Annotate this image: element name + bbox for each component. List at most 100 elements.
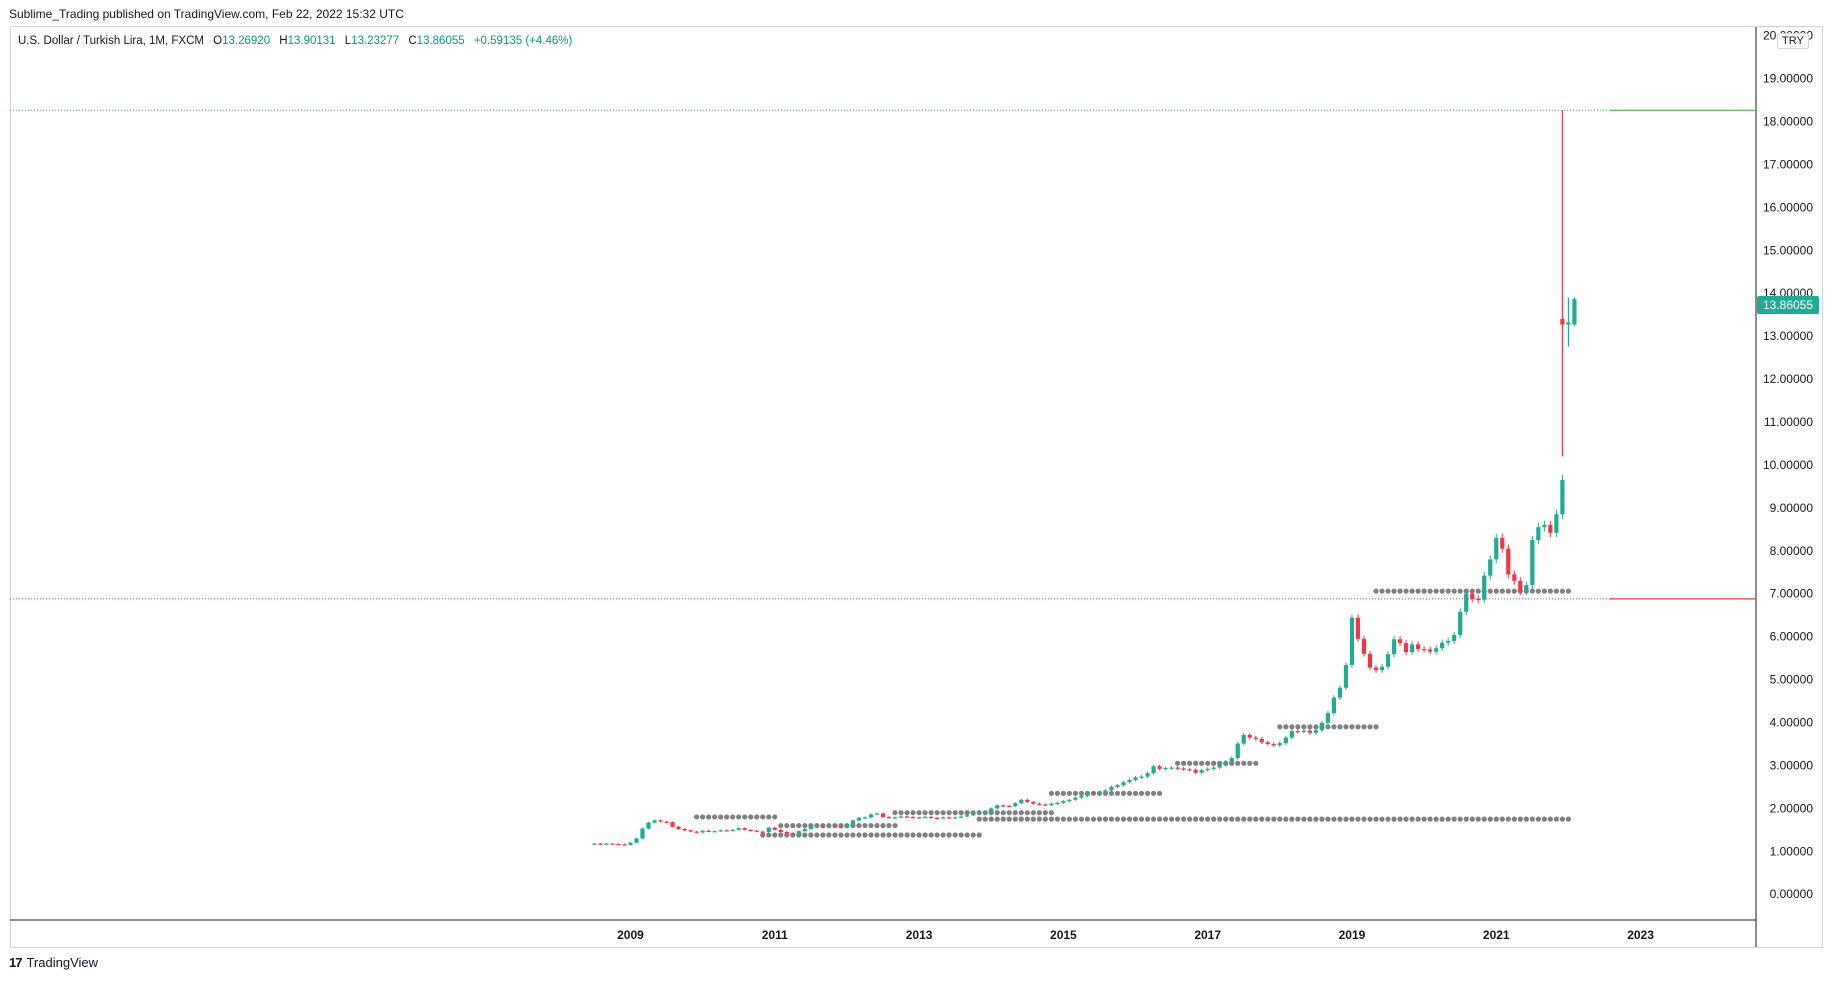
candle-body <box>1115 785 1120 787</box>
pivot-dot <box>952 810 958 816</box>
pivot-dot <box>1457 816 1463 822</box>
candle-body <box>1109 786 1114 791</box>
candle-body <box>1524 585 1529 592</box>
pivot-dot <box>964 810 970 816</box>
candle-body <box>1289 731 1294 738</box>
pivot-dot <box>784 832 790 838</box>
candle-body <box>1506 548 1511 575</box>
pivot-dot <box>1024 810 1030 816</box>
candle-body <box>682 828 687 831</box>
candle-body <box>1025 799 1030 802</box>
y-tick-label: 10.00000 <box>1763 458 1813 472</box>
pivot-dot <box>1235 760 1241 766</box>
last-price-tag: 13.86055 <box>1757 296 1819 314</box>
candle-body <box>1211 767 1216 769</box>
pivot-dot <box>1301 724 1307 730</box>
symbol-title[interactable]: U.S. Dollar / Turkish Lira, 1M, FXCM <box>18 35 204 47</box>
candle-body <box>820 826 825 828</box>
candle-body <box>1007 805 1012 807</box>
x-tick-label: 2021 <box>1483 928 1510 942</box>
pivot-dot <box>1175 760 1181 766</box>
pivot-dot <box>1126 790 1133 796</box>
pivot-dot <box>1199 760 1205 766</box>
pivot-dot <box>1517 816 1523 822</box>
currency-badge[interactable]: TRY <box>1777 33 1809 49</box>
candle-body <box>928 816 934 819</box>
candle-body <box>1061 801 1066 803</box>
candle-body <box>935 817 940 820</box>
pivot-dot <box>1409 816 1415 822</box>
pivot-dot <box>892 822 898 829</box>
candle-body <box>1566 322 1571 325</box>
candle-body <box>995 805 1000 809</box>
candle-body <box>652 820 657 823</box>
pivot-dot <box>904 832 910 838</box>
pivot-dot <box>1379 588 1385 594</box>
pivot-dot <box>1018 810 1024 816</box>
pivot-dot <box>1120 816 1127 822</box>
pivot-dot <box>886 822 892 829</box>
candle-body <box>790 833 795 835</box>
pivot-dot <box>1168 816 1175 822</box>
close-value: 13.86055 <box>416 35 465 47</box>
pivot-dot <box>1361 724 1367 730</box>
pivot-dot <box>1553 816 1559 822</box>
pivot-dot <box>880 832 886 838</box>
pivot-dot <box>730 814 736 820</box>
candle-body <box>1428 649 1433 652</box>
pivot-dot <box>790 822 796 829</box>
candle-body <box>712 831 717 833</box>
pivot-dot <box>1487 816 1493 822</box>
candle-body <box>814 826 819 828</box>
pivot-dot <box>1048 810 1054 816</box>
candle-body <box>910 816 916 819</box>
candle-body <box>838 826 844 828</box>
pivot-dot <box>1277 816 1283 822</box>
candle-body <box>1067 799 1072 802</box>
candle-body <box>736 828 741 830</box>
candle-body <box>1482 575 1487 600</box>
pivot-dot <box>1114 816 1121 822</box>
candle-body <box>748 829 753 832</box>
y-tick-label: 4.00000 <box>1770 716 1814 730</box>
pivot-dot <box>928 832 934 838</box>
pivot-dot <box>1048 790 1054 796</box>
y-tick-label: 6.00000 <box>1770 630 1814 644</box>
candle-body <box>1446 640 1451 643</box>
y-tick-label: 11.00000 <box>1764 415 1813 429</box>
pivot-dot <box>1036 816 1042 822</box>
x-tick-label: 2023 <box>1627 928 1654 942</box>
pivot-dot <box>1565 588 1572 594</box>
candle-body <box>1097 792 1102 794</box>
pivot-dot <box>982 816 988 822</box>
pivot-dot <box>820 832 826 838</box>
pivot-dot <box>1529 816 1535 822</box>
pivot-dot <box>1030 810 1036 816</box>
pivot-dot <box>1379 816 1385 822</box>
pivot-dot <box>1138 790 1145 796</box>
pivot-dot <box>1319 816 1325 822</box>
pivot-dot <box>1367 816 1373 822</box>
pivot-dot <box>694 814 700 820</box>
pivot-dot <box>1355 816 1361 822</box>
y-tick-label: 0.00000 <box>1770 887 1814 901</box>
candle-body <box>1157 766 1162 769</box>
pivot-dot <box>1511 588 1517 594</box>
x-tick-label: 2019 <box>1339 928 1366 942</box>
candle-body <box>772 827 777 830</box>
candle-body <box>1530 540 1535 586</box>
pivot-dot <box>1547 816 1553 822</box>
y-tick-label: 9.00000 <box>1770 501 1814 515</box>
candle-body <box>892 817 898 819</box>
pivot-dot <box>1475 588 1481 594</box>
pivot-dot <box>934 810 940 816</box>
pivot-dot <box>1505 588 1511 594</box>
x-tick-label: 2015 <box>1050 928 1077 942</box>
pivot-dot <box>970 832 976 838</box>
candle-body <box>959 816 964 818</box>
candle-body <box>628 842 633 845</box>
pivot-dot <box>1337 816 1343 822</box>
candle-body <box>1385 654 1391 667</box>
candle-body <box>1349 617 1355 665</box>
